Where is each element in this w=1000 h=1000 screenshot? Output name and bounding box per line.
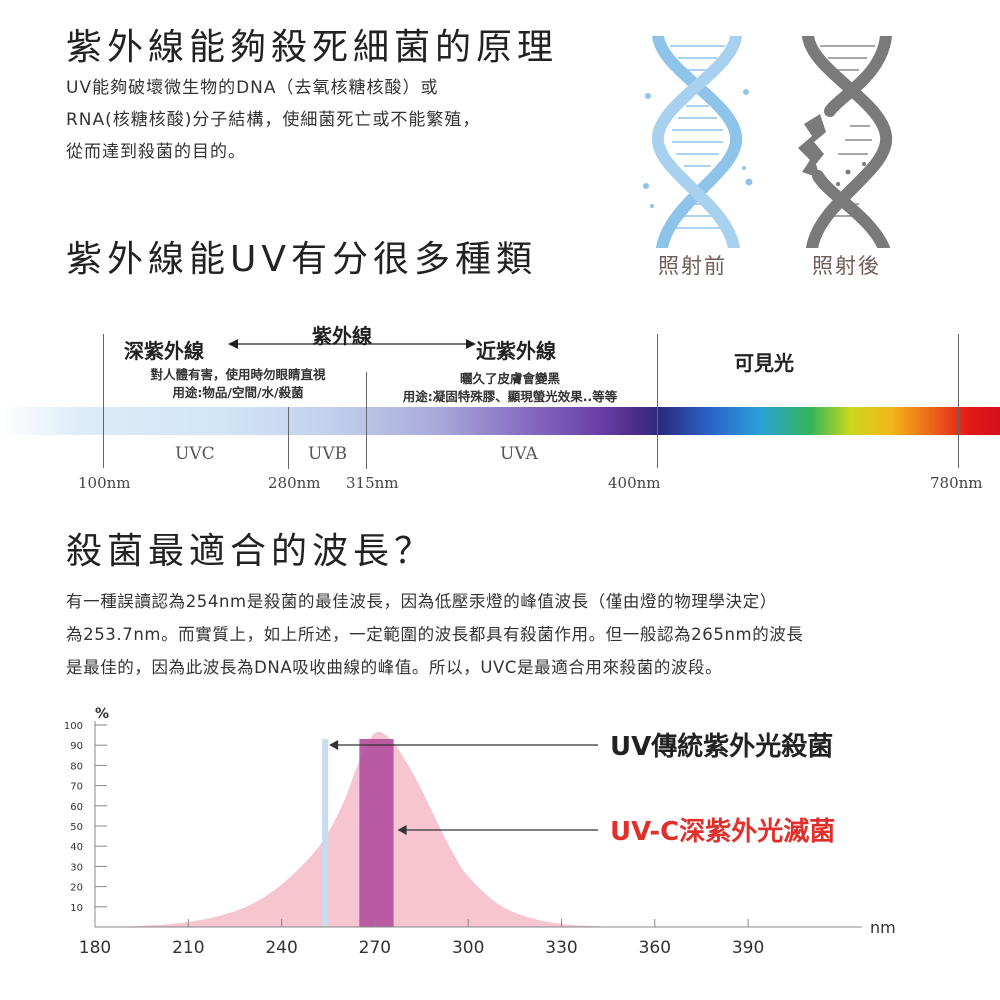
- divider-780nm: [958, 334, 959, 468]
- x-axis-label: nm: [870, 918, 896, 937]
- divider-315nm: [366, 372, 367, 469]
- divider-400nm: [657, 334, 658, 468]
- dna-after-label: 照射後: [812, 254, 881, 278]
- nm-100: 100nm: [78, 474, 131, 492]
- nm-780: 780nm: [930, 474, 983, 492]
- section3-line-2: 為253.7nm。而實質上，如上所述，一定範圍的波長都具有殺菌作用。但一般認為2…: [66, 625, 804, 644]
- traditional-uv-line: [322, 739, 329, 927]
- x-tick-label: 210: [172, 938, 204, 958]
- near-uv-note-2: 用途:凝固特殊膠、顯現螢光效果..等等: [402, 389, 618, 404]
- near-uv-note-1: 曬久了皮膚會變黑: [459, 371, 560, 386]
- x-tick-label: 390: [732, 938, 764, 958]
- nm-280: 280nm: [268, 474, 321, 492]
- y-tick-label: 80: [70, 761, 83, 772]
- y-tick-label: 40: [70, 842, 83, 853]
- y-tick-label: 30: [70, 862, 83, 873]
- section3-line-3: 是最佳的，因為此波長為DNA吸收曲線的峰值。所以，UVC是最適合用來殺菌的波段。: [66, 658, 723, 677]
- section1-line-3: 從而達到殺菌的目的。: [66, 142, 246, 162]
- x-tick-label: 330: [545, 938, 577, 958]
- nm-400: 400nm: [608, 474, 661, 492]
- y-tick-label: 50: [70, 822, 83, 833]
- section3-paragraph: 有一種誤讀認為254nm是殺菌的最佳波長，因為低壓汞燈的峰值波長（僅由燈的物理學…: [66, 585, 804, 684]
- divider-100nm: [103, 334, 104, 468]
- section3-line-1: 有一種誤讀認為254nm是殺菌的最佳波長，因為低壓汞燈的峰值波長（僅由燈的物理學…: [66, 592, 777, 611]
- y-tick-label: 60: [70, 802, 83, 813]
- section3-title: 殺菌最適合的波長？: [66, 531, 436, 572]
- dna-helix-icon: [643, 36, 753, 248]
- deep-uv-note: 對人體有害，使用時勿眼睛直視 用途:物品/空間/水/殺菌: [118, 366, 358, 402]
- uvc-arrow-head: [397, 825, 407, 835]
- deep-uv-label: 深紫外線: [124, 339, 204, 363]
- spectrum-bar: [0, 407, 1000, 435]
- x-tick-label: 240: [265, 938, 297, 958]
- x-tick-label: 270: [359, 938, 391, 958]
- uvc-band: [359, 739, 394, 927]
- x-tick-label: 180: [79, 938, 111, 958]
- near-uv-note: 曬久了皮膚會變黑 用途:凝固特殊膠、顯現螢光效果..等等: [370, 370, 650, 406]
- dna-before-label: 照射前: [658, 254, 727, 278]
- broken-dna-helix-icon: [798, 36, 893, 248]
- band-uvc: UVC: [175, 444, 215, 464]
- near-uv-label: 近紫外線: [476, 339, 556, 363]
- nm-315: 315nm: [346, 474, 399, 492]
- traditional-uv-text: UV傳統紫外光殺菌: [610, 731, 833, 762]
- section1-title: 紫外線能夠殺死細菌的原理: [66, 27, 559, 68]
- visible-light-label: 可見光: [734, 351, 794, 375]
- section2-title: 紫外線能UV有分很多種類: [66, 239, 537, 280]
- absorption-chart: 10 20 30 40 50 60 70 80 90 100 180 210 240 270 300 330 3…: [64, 706, 896, 958]
- x-tick-label: 360: [639, 938, 671, 958]
- band-uva: UVA: [500, 444, 538, 464]
- band-uvb: UVB: [308, 444, 348, 464]
- y-axis-label: %: [95, 706, 109, 722]
- section1-line-2: RNA(核糖核酸)分子結構，使細菌死亡或不能繁殖，: [66, 110, 481, 130]
- deep-uv-note-1: 對人體有害，使用時勿眼睛直視: [150, 367, 326, 382]
- deep-uv-note-2: 用途:物品/空間/水/殺菌: [172, 385, 304, 400]
- x-tick-label: 300: [452, 938, 484, 958]
- uvc-text: UV-C深紫外光滅菌: [610, 817, 835, 847]
- double-arrow-icon: [228, 339, 476, 349]
- section1-paragraph: UV能夠破壞微生物的DNA（去氧核糖核酸）或 RNA(核糖核酸)分子結構，使細菌…: [66, 72, 480, 168]
- y-tick-label: 100: [64, 721, 83, 732]
- y-tick-label: 90: [70, 741, 83, 752]
- section1-line-1: UV能夠破壞微生物的DNA（去氧核糖核酸）或: [66, 78, 439, 98]
- divider-280nm: [288, 407, 289, 469]
- traditional-arrow-head: [329, 740, 339, 750]
- y-tick-label: 20: [70, 883, 83, 894]
- y-tick-label: 10: [70, 903, 83, 914]
- y-tick-label: 70: [70, 782, 83, 793]
